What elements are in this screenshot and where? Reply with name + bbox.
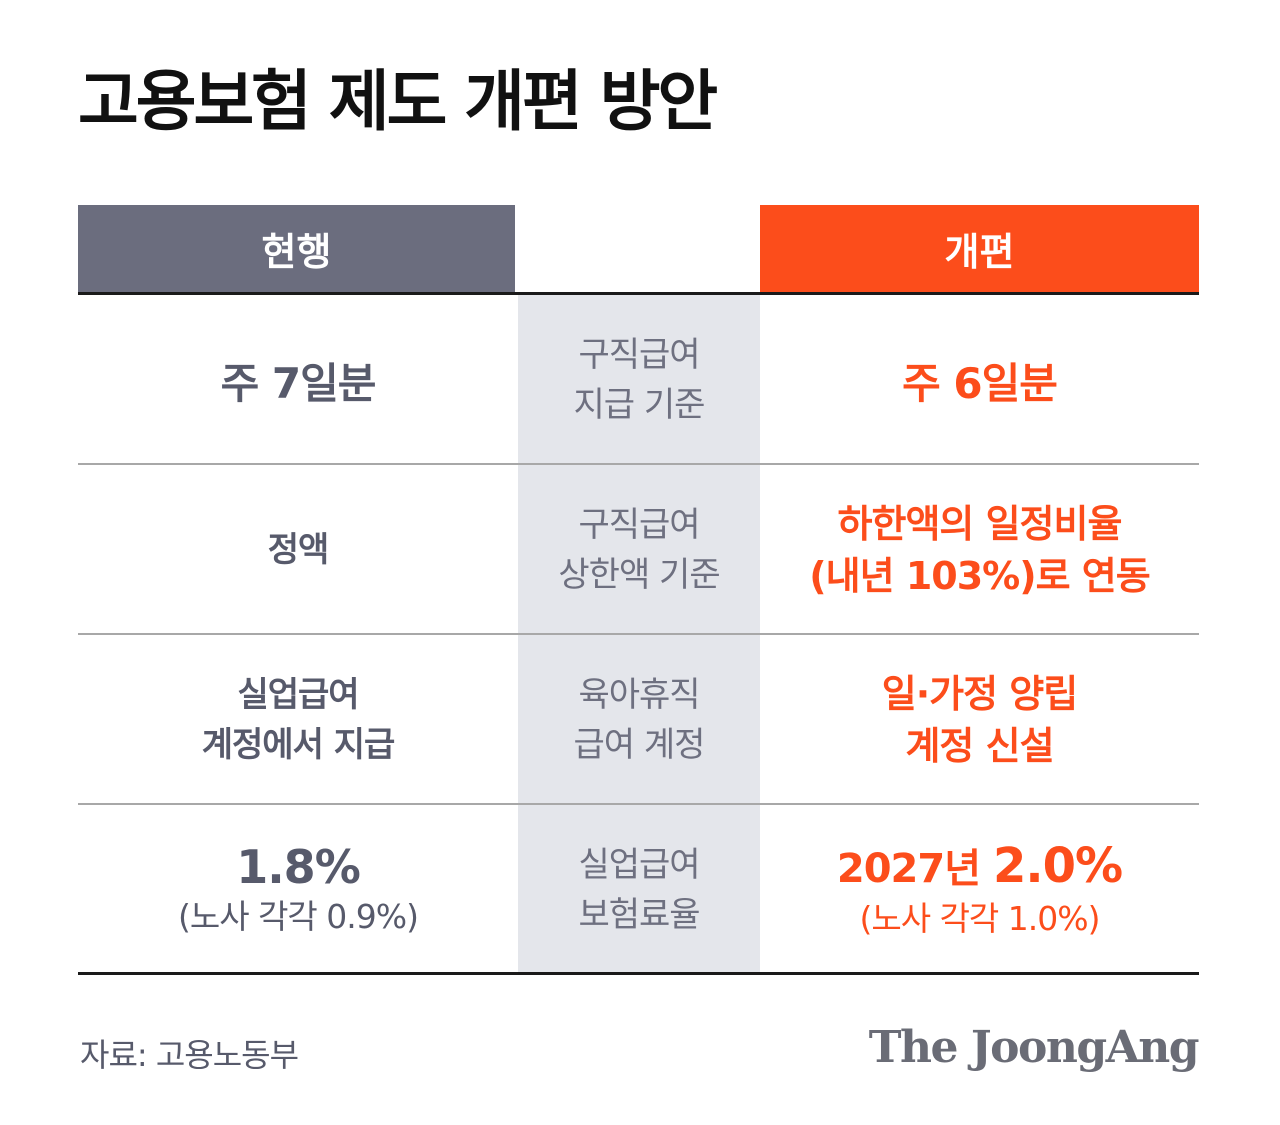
current-value: 정액 xyxy=(267,530,330,570)
current-cell: 정액 xyxy=(78,465,518,635)
current-cell: 1.8% (노사 각각 0.9%) xyxy=(78,805,518,975)
current-subnote: (노사 각각 0.9%) xyxy=(177,897,419,936)
current-line: 실업급여 xyxy=(237,675,359,715)
criterion-line: 육아휴직 xyxy=(578,675,700,715)
criterion-cell: 실업급여 보험료율 xyxy=(518,805,760,975)
reform-subnote: (노사 각각 1.0%) xyxy=(859,898,1100,938)
table-row: 주 7일분 구직급여 지급 기준 주 6일분 xyxy=(78,295,1199,465)
criterion-cell: 구직급여 지급 기준 xyxy=(518,295,760,465)
brand-logo: The JoongAng xyxy=(868,1022,1200,1073)
current-value: 1.8% xyxy=(236,840,361,894)
row-divider xyxy=(78,803,1199,805)
header-current: 현행 xyxy=(78,205,515,292)
criterion-line: 급여 계정 xyxy=(573,725,706,765)
reform-value-line: 2027년 2.0% xyxy=(836,837,1123,896)
page-title: 고용보험 제도 개편 방안 xyxy=(78,63,718,140)
reform-year: 2027년 xyxy=(836,845,981,892)
criterion-line: 실업급여 xyxy=(578,845,700,885)
criterion-cell: 구직급여 상한액 기준 xyxy=(518,465,760,635)
current-value: 주 7일분 xyxy=(220,358,377,408)
row-divider xyxy=(78,633,1199,635)
source-note: 자료: 고용노동부 xyxy=(80,1036,299,1074)
current-line: 계정에서 지급 xyxy=(201,725,396,765)
reform-value: 2.0% xyxy=(992,837,1123,894)
criterion-line: 지급 기준 xyxy=(573,385,706,425)
reform-cell: 하한액의 일정비율 (내년 103%)로 연동 xyxy=(760,465,1199,635)
reform-line: 일·가정 양립 xyxy=(881,672,1078,716)
table-row: 1.8% (노사 각각 0.9%) 실업급여 보험료율 2027년 2.0% (… xyxy=(78,805,1199,975)
header-reform: 개편 xyxy=(760,205,1199,292)
table-row: 정액 구직급여 상한액 기준 하한액의 일정비율 (내년 103%)로 연동 xyxy=(78,465,1199,635)
reform-cell: 주 6일분 xyxy=(760,295,1199,465)
current-cell: 실업급여 계정에서 지급 xyxy=(78,635,518,805)
reform-value: 주 6일분 xyxy=(902,358,1058,408)
row-divider xyxy=(78,463,1199,465)
reform-cell: 일·가정 양립 계정 신설 xyxy=(760,635,1199,805)
table-row: 실업급여 계정에서 지급 육아휴직 급여 계정 일·가정 양립 계정 신설 xyxy=(78,635,1199,805)
table-bottom-border xyxy=(78,972,1199,975)
reform-cell: 2027년 2.0% (노사 각각 1.0%) xyxy=(760,805,1199,975)
criterion-line: 상한액 기준 xyxy=(558,555,720,595)
reform-line: 계정 신설 xyxy=(905,724,1054,768)
criterion-line: 보험료율 xyxy=(578,895,700,935)
criterion-line: 구직급여 xyxy=(578,335,700,375)
reform-line: (내년 103%)로 연동 xyxy=(809,554,1150,598)
current-cell: 주 7일분 xyxy=(78,295,518,465)
reform-line: 하한액의 일정비율 xyxy=(837,502,1123,546)
criterion-line: 구직급여 xyxy=(578,505,700,545)
header-divider xyxy=(78,292,1199,295)
criterion-cell: 육아휴직 급여 계정 xyxy=(518,635,760,805)
